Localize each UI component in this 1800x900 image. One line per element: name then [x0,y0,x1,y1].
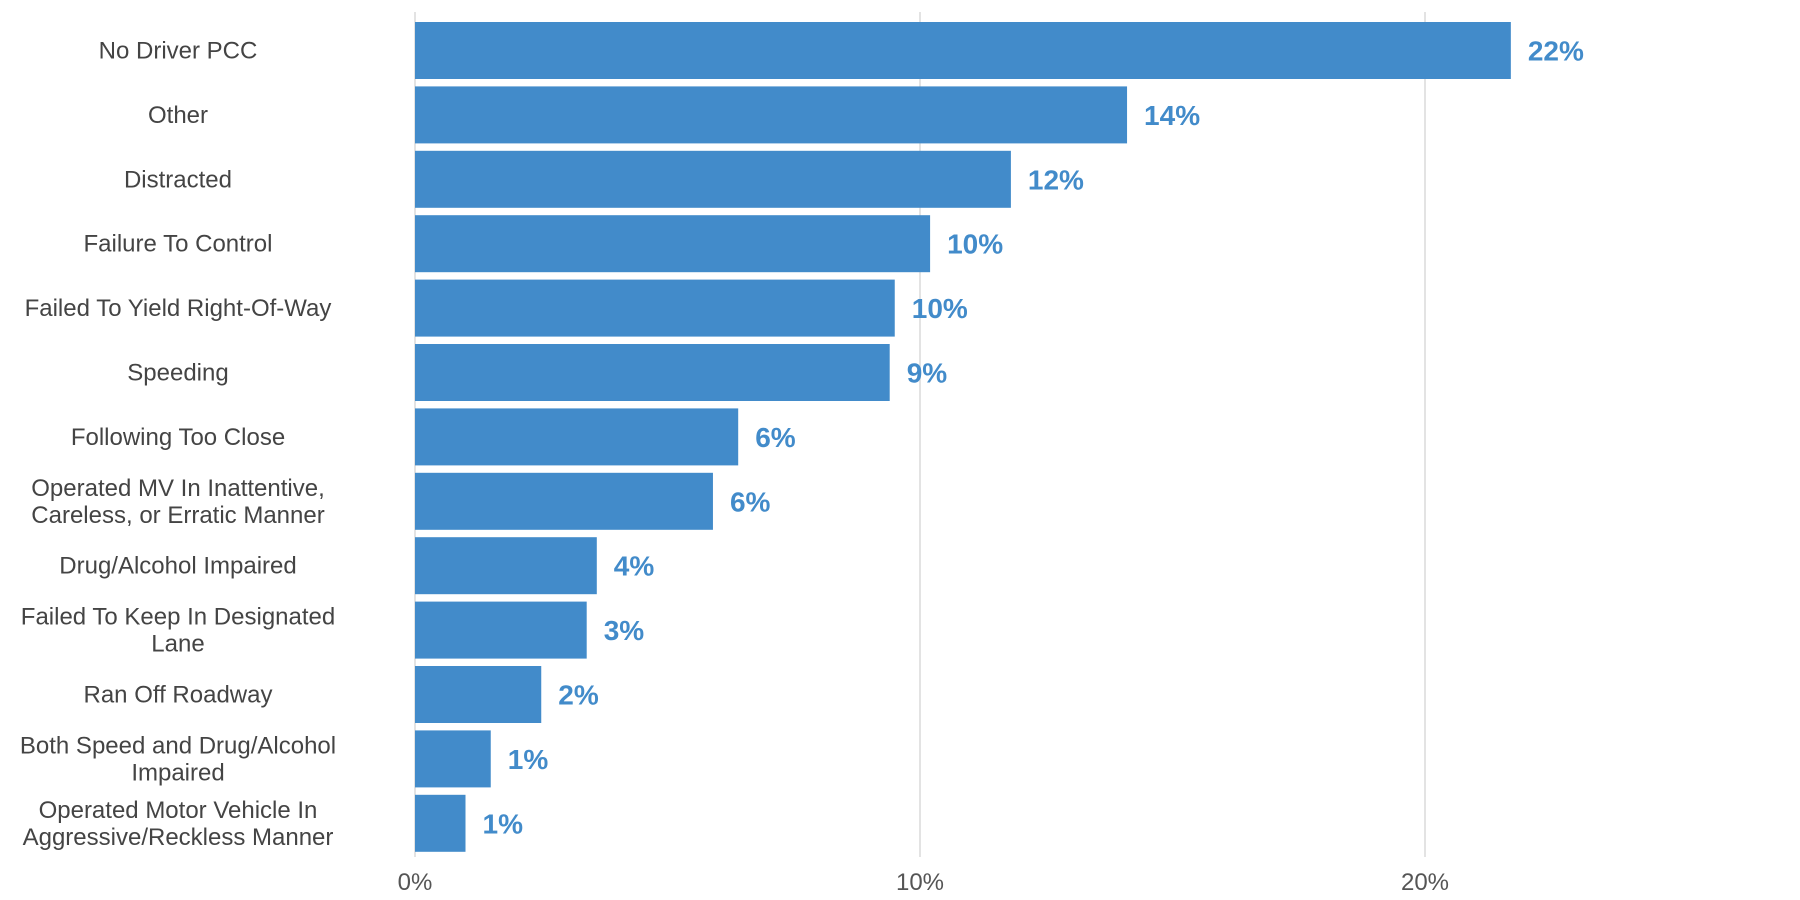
x-tick-label: 10% [896,869,944,896]
category-label-line: Failed To Yield Right-Of-Way [25,295,332,322]
bar-data-label: 4% [614,551,655,582]
category-label: Both Speed and Drug/Alcohol Impaired [20,732,336,786]
bar [415,150,1011,208]
category-label: Failed To Yield Right-Of-Way [25,295,332,322]
category-label-line: Operated Motor Vehicle In [39,797,318,824]
bar [415,794,466,852]
category-label-line: No Driver PCC [99,38,258,65]
category-label: Drug/Alcohol Impaired [59,553,296,580]
bar [415,22,1511,79]
bar [415,279,895,337]
bar-data-label: 14% [1144,100,1200,131]
bar [415,730,491,788]
bar [415,344,890,401]
category-label-line: Failed To Keep In Designated [21,604,335,631]
category-label-line: Speeding [127,360,228,387]
x-tick-label: 0% [398,869,433,896]
category-labels: No Driver PCC Other Distracted Failure To C… [20,38,336,851]
category-label: Distracted [124,166,232,193]
category-label: Operated Motor Vehicle In Aggressive/Reck… [23,797,334,851]
category-label-line: Distracted [124,166,232,193]
category-label-line: Both Speed and Drug/Alcohol [20,732,336,759]
category-label: Operated MV In Inattentive, Careless, or … [31,475,325,529]
category-label: Ran Off Roadway [84,682,273,709]
bar-data-label: 3% [604,615,645,646]
bar [415,537,597,595]
bar-data-label: 9% [907,358,948,389]
category-label: Following Too Close [71,424,285,451]
category-label-line: Impaired [131,759,224,786]
bar-data-label: 1% [508,744,549,775]
bar-data-label: 10% [912,293,968,324]
category-label-line: Other [148,102,208,129]
category-label: Failure To Control [84,231,273,258]
data-labels: 22% 14% 12% 10% 10% 9% 6% 6% 4% 3% 2% 1% 1% [483,36,1584,840]
x-axis-tick-labels: 0% 10% 20% [398,869,1449,896]
bar-data-label: 6% [730,486,771,517]
category-label: Speeding [127,360,228,387]
category-label-line: Drug/Alcohol Impaired [59,553,296,580]
category-label-line: Aggressive/Reckless Manner [23,824,334,851]
bar [415,215,931,273]
bar [415,472,713,530]
category-label-line: Following Too Close [71,424,285,451]
x-tick-label: 20% [1401,869,1449,896]
bar-data-label: 10% [947,229,1003,260]
bar-data-label: 1% [483,808,524,839]
category-label: No Driver PCC [99,38,258,65]
bar [415,601,587,659]
bar [415,86,1128,144]
bar [415,408,739,466]
bar-data-label: 6% [755,422,796,453]
category-label-line: Careless, or Erratic Manner [31,502,324,529]
category-label-line: Ran Off Roadway [84,682,273,709]
category-label-line: Lane [151,631,204,658]
bar-data-label: 22% [1528,36,1584,67]
bars [415,22,1511,852]
bar [415,666,542,723]
category-label: Other [148,102,208,129]
category-label-line: Failure To Control [84,231,273,258]
category-label: Failed To Keep In Designated Lane [21,604,335,658]
bar-data-label: 12% [1028,164,1084,195]
bar-data-label: 2% [558,680,599,711]
category-label-line: Operated MV In Inattentive, [31,475,325,502]
